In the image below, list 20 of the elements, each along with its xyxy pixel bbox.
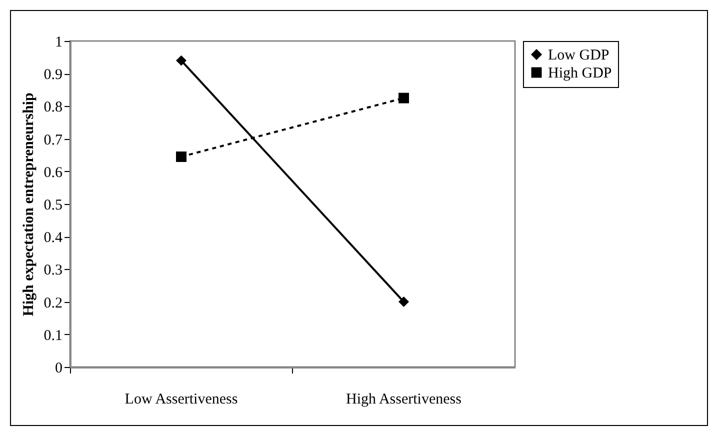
y-tick-label: 0.2 <box>44 295 62 312</box>
point <box>398 296 409 308</box>
y-tick-label: 0.4 <box>44 230 63 246</box>
y-axis-title: High expectation entrepreneurship <box>20 92 37 316</box>
legend-label: High GDP <box>548 66 612 82</box>
point <box>176 151 186 162</box>
y-tick-label: 0.3 <box>44 262 62 279</box>
y-tick-label: 0.1 <box>44 328 62 344</box>
y-tick-label: 1 <box>55 34 62 50</box>
y-tick-label: 0.8 <box>44 100 62 116</box>
y-tick-label: 0 <box>55 360 62 376</box>
y-tick-label: 0.5 <box>44 198 62 214</box>
legend-label: Low GDP <box>548 48 610 64</box>
point <box>398 92 409 104</box>
y-tick-label: 0.7 <box>44 132 63 148</box>
x-tick-label: High Assertiveness <box>346 392 462 408</box>
x-tick-label: Low Assertiveness <box>124 392 238 408</box>
y-tick-label: 0.6 <box>44 164 63 181</box>
point <box>176 55 186 66</box>
y-tick-label: 0.9 <box>44 67 62 84</box>
